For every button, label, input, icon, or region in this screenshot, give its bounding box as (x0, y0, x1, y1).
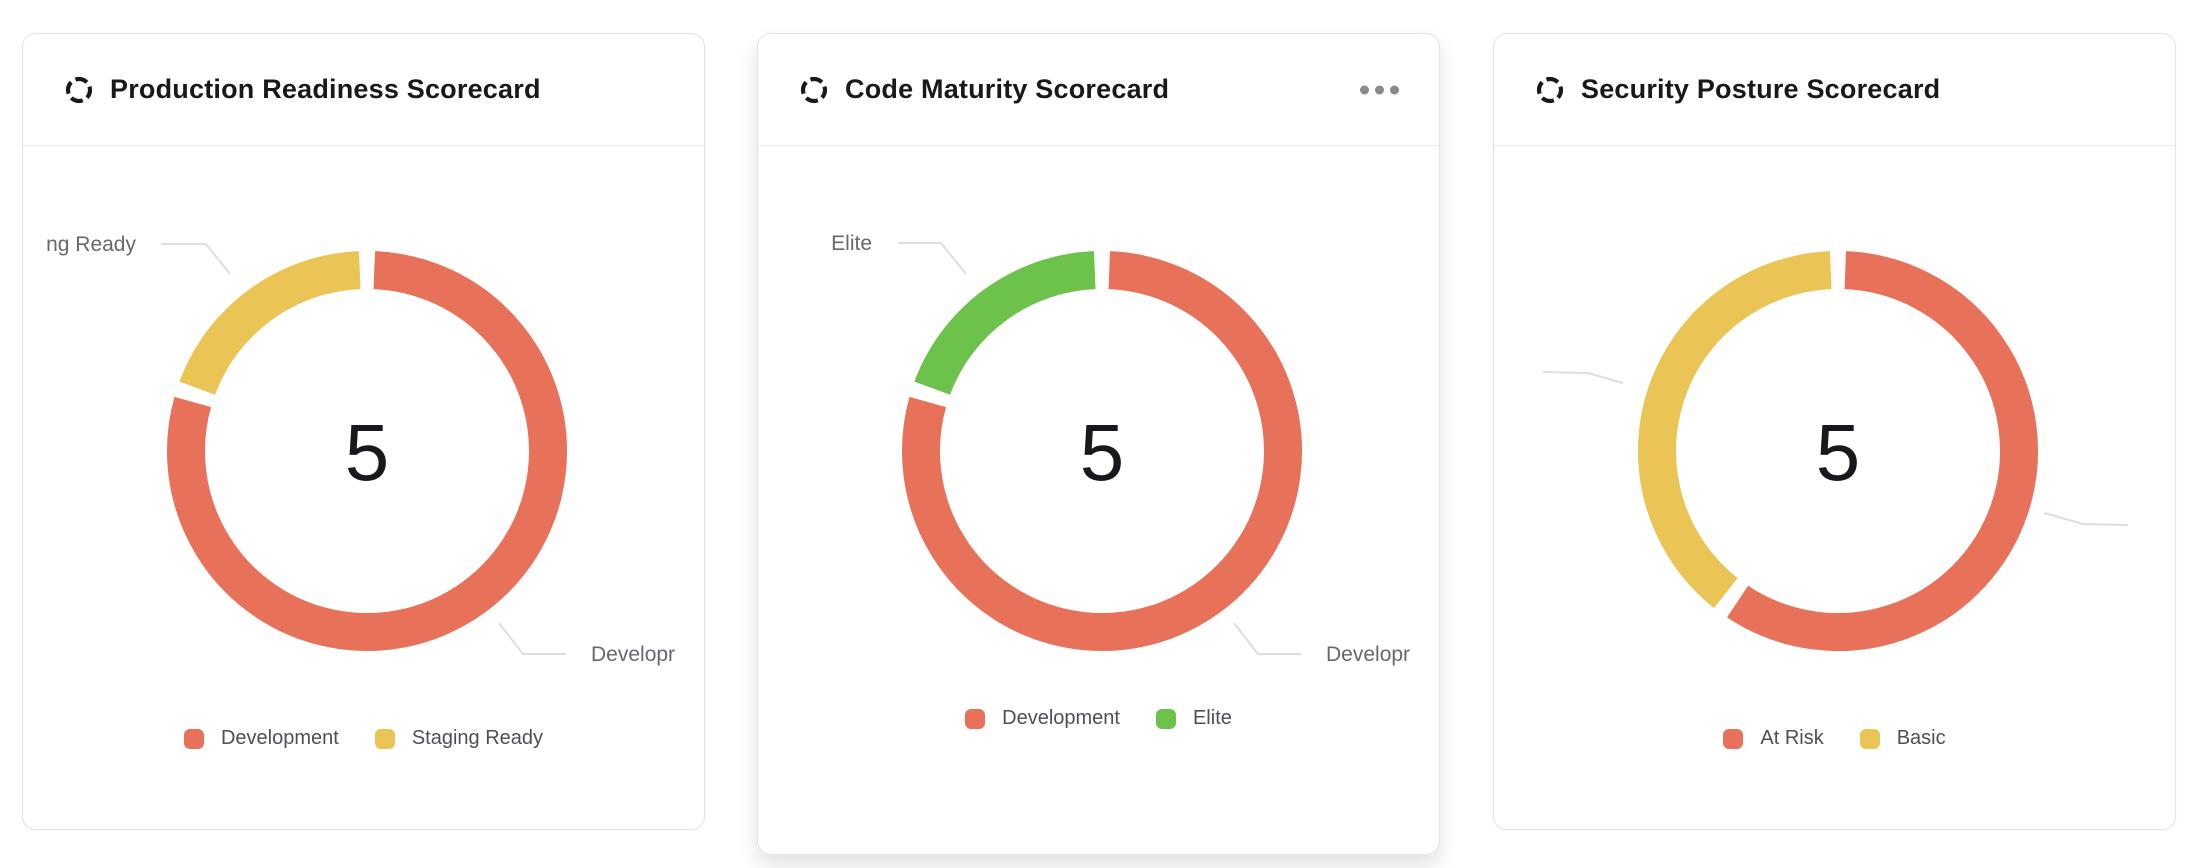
legend-label: Development (220, 727, 339, 749)
card-title: Production Readiness Scorecard (110, 74, 541, 104)
callout-line (898, 242, 967, 275)
donut-segment-development[interactable] (167, 251, 567, 651)
legend-item[interactable]: Development (183, 727, 339, 750)
card-title: Security Posture Scorecard (1581, 74, 1941, 104)
legend-swatch (374, 728, 395, 749)
legend-item[interactable]: Basic (1859, 727, 1946, 750)
donut-chart[interactable]: 5 (1494, 146, 2176, 766)
callout-line (161, 243, 231, 275)
donut-center-value: 5 (345, 408, 390, 497)
card-header: Security Posture Scorecard (1494, 34, 2175, 146)
scorecard-donut-icon (798, 74, 830, 106)
scorecard-donut-icon (63, 74, 95, 106)
legend-label: Basic (1896, 727, 1946, 749)
callout-label: Developr (591, 643, 675, 666)
donut-segment-elite[interactable] (914, 251, 1096, 396)
legend-label: Development (1002, 707, 1120, 729)
code-maturity-card: Code Maturity Scorecard Elite Developr 5 D… (757, 33, 1440, 855)
security-posture-card: Security Posture Scorecard 5 At Risk Bas… (1493, 33, 2176, 830)
callout-label: ng Ready (46, 233, 136, 256)
card-title: Code Maturity Scorecard (845, 74, 1170, 104)
legend-swatch (183, 728, 204, 749)
donut-chart[interactable]: ng Ready Developr 5 (23, 146, 705, 766)
card-header: Code Maturity Scorecard (758, 34, 1439, 146)
card-header: Production Readiness Scorecard (23, 34, 704, 146)
card-body: ng Ready Developr 5 Development Staging Re… (23, 146, 704, 766)
callout-label: Elite (831, 232, 872, 255)
legend-swatch (1859, 728, 1880, 749)
card-body: Elite Developr 5 Development Elite (758, 146, 1439, 766)
legend-item[interactable]: At Risk (1723, 727, 1824, 750)
scorecard-donut-icon (1534, 74, 1566, 106)
donut-chart[interactable]: Elite Developr 5 (758, 146, 1440, 766)
chart-legend: At Risk Basic (1494, 727, 2175, 750)
callout-label: Developr (1326, 643, 1410, 666)
callout-line (2043, 512, 2129, 526)
legend-swatch (965, 708, 986, 729)
donut-segment-at-risk[interactable] (1727, 251, 2038, 651)
legend-swatch (1155, 708, 1176, 729)
donut-segment-development[interactable] (902, 251, 1302, 651)
legend-item[interactable]: Staging Ready (374, 727, 544, 750)
callout-line (498, 622, 566, 655)
donut-center-value: 5 (1080, 408, 1125, 497)
card-body: 5 At Risk Basic (1494, 146, 2175, 766)
callout-line (1542, 371, 1624, 384)
legend-swatch (1723, 728, 1744, 749)
legend-item[interactable]: Elite (1155, 707, 1232, 730)
donut-segment-basic[interactable] (1638, 251, 1832, 608)
callout-line (1233, 622, 1301, 655)
more-horizontal-icon[interactable] (1350, 75, 1409, 104)
legend-label: Staging Ready (411, 727, 544, 749)
legend-label: At Risk (1760, 727, 1824, 749)
legend-item[interactable]: Development (965, 707, 1120, 730)
donut-segment-staging-ready[interactable] (179, 251, 361, 396)
donut-center-value: 5 (1816, 408, 1861, 497)
chart-legend: Development Elite (758, 707, 1439, 730)
production-readiness-card: Production Readiness Scorecard ng Ready D… (22, 33, 705, 830)
legend-label: Elite (1192, 707, 1232, 729)
chart-legend: Development Staging Ready (23, 727, 704, 750)
